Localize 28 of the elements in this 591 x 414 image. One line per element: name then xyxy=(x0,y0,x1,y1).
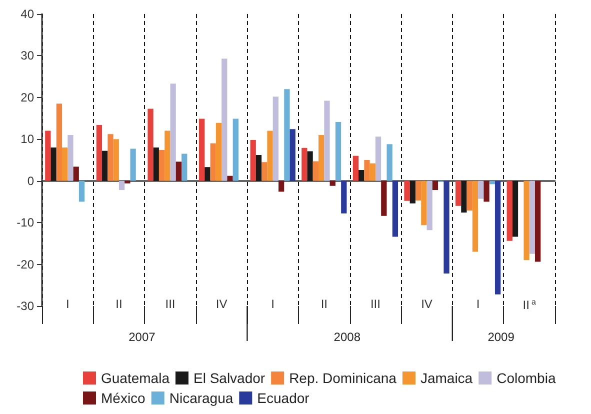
legend-label: Guatemala xyxy=(101,370,170,386)
x-tick-label: I xyxy=(271,297,275,311)
legend-label: Rep. Dominicana xyxy=(289,370,397,386)
text: 2009 xyxy=(488,330,515,344)
legend-label: México xyxy=(101,390,146,406)
legend-label: Jamaica xyxy=(420,370,473,386)
x-tick-label: II xyxy=(320,297,328,311)
legend-label: Nicaragua xyxy=(169,390,234,406)
y-tick-label: 30 xyxy=(20,48,34,63)
y-tick-label: 20 xyxy=(20,90,34,104)
y-tick-label: 0 xyxy=(27,174,34,188)
y-tick-label: -20 xyxy=(16,257,34,272)
x-tick-label: I xyxy=(66,297,70,311)
legend-label: Colombia xyxy=(496,370,556,386)
y-tick-label: 10 xyxy=(20,132,34,146)
y-tick-label: -10 xyxy=(16,216,34,230)
text: 2008 xyxy=(334,330,361,344)
y-tick-label: 40 xyxy=(20,7,34,21)
x-tick-label: IV xyxy=(216,297,228,311)
legend-label: El Salvador xyxy=(193,370,266,386)
x-tick-label: III xyxy=(370,297,380,311)
x-tick-label: III xyxy=(165,297,176,311)
x-tick-label: II xyxy=(116,297,122,311)
x-tick-label: IV xyxy=(421,297,432,311)
x-tick-label: I xyxy=(476,297,480,311)
y-tick-label: -30 xyxy=(16,299,34,313)
text: 2007 xyxy=(128,330,156,344)
legend-label: Ecuador xyxy=(257,390,310,406)
